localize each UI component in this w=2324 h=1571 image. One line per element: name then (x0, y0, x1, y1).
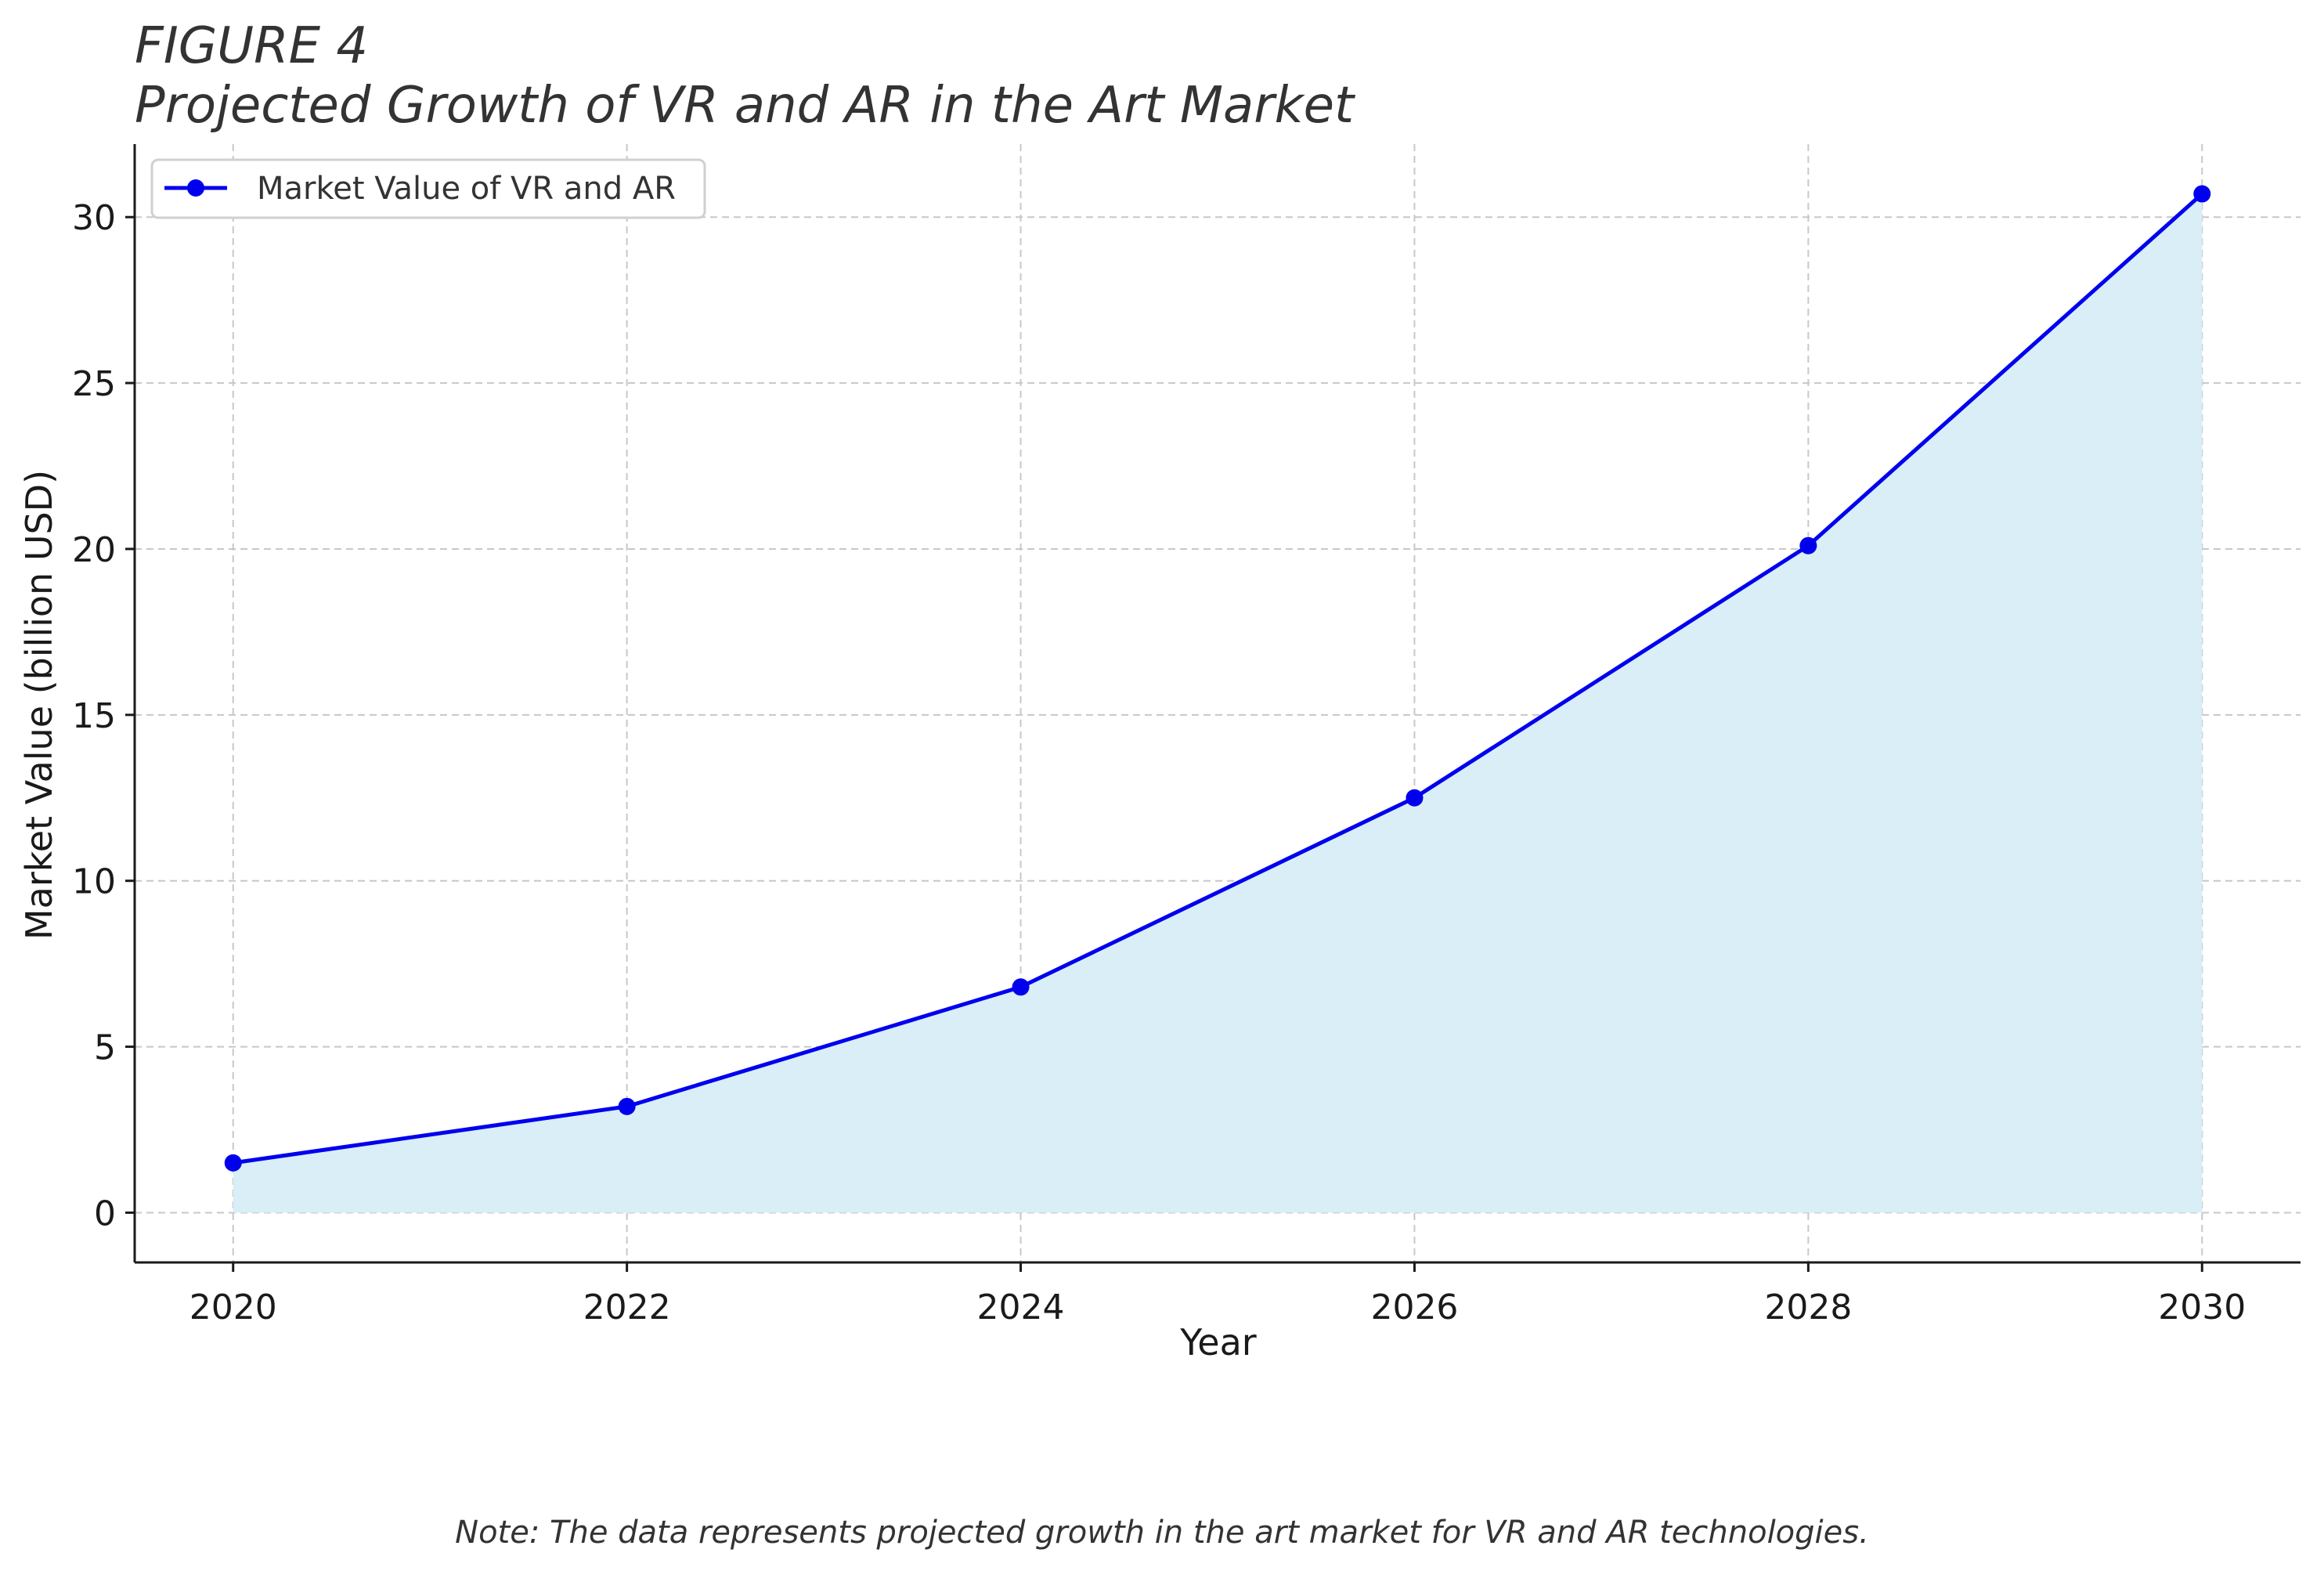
data-point-2024 (1012, 978, 1030, 996)
data-point-2022 (618, 1097, 636, 1115)
area-fill (233, 193, 2203, 1213)
chart-note: Note: The data represents projected grow… (455, 1515, 1869, 1551)
area-fill-layer (233, 193, 2203, 1213)
figure-label: FIGURE 4 (135, 17, 368, 75)
y-tick-label: 25 (72, 364, 116, 404)
data-point-2026 (1406, 789, 1424, 807)
series-line-layer (233, 192, 2203, 1165)
y-tick-label: 10 (72, 862, 116, 902)
x-tick-label: 2022 (583, 1287, 671, 1327)
x-tick-label: 2020 (189, 1287, 277, 1327)
x-tick-label: 2030 (2158, 1287, 2246, 1327)
data-point-2020 (224, 1154, 242, 1172)
y-tick-label: 0 (94, 1194, 116, 1233)
legend-box (150, 158, 706, 219)
x-tick-label: 2028 (1764, 1287, 1852, 1327)
chart-title: Projected Growth of VR and AR in the Art… (135, 77, 1356, 135)
y-tick-label: 5 (94, 1028, 116, 1068)
y-axis-ticks: 0 5 10 15 20 25 30 (72, 198, 135, 1233)
x-axis-label: Year (1179, 1321, 1256, 1363)
x-tick-label: 2026 (1370, 1287, 1458, 1327)
x-tick-label: 2024 (977, 1287, 1065, 1327)
data-point-2028 (1799, 536, 1817, 554)
series-markers (224, 185, 2211, 1172)
y-tick-label: 30 (72, 198, 116, 238)
legend-marker-swatch (187, 179, 204, 197)
plot-area: 2020 2022 2024 2026 2028 2030 0 5 10 15 20 25 30 (72, 144, 2301, 1327)
y-tick-label: 20 (72, 530, 116, 570)
y-tick-label: 15 (72, 696, 116, 736)
series-line (233, 192, 2203, 1165)
data-point-2030 (2193, 185, 2211, 203)
legend-label: Market Value of VR and AR (257, 171, 676, 207)
axes (133, 144, 2301, 1264)
x-axis-ticks: 2020 2022 2024 2026 2028 2030 (189, 1262, 2246, 1327)
legend: Market Value of VR and AR (150, 158, 706, 219)
y-axis-label: Market Value (billion USD) (18, 470, 60, 940)
